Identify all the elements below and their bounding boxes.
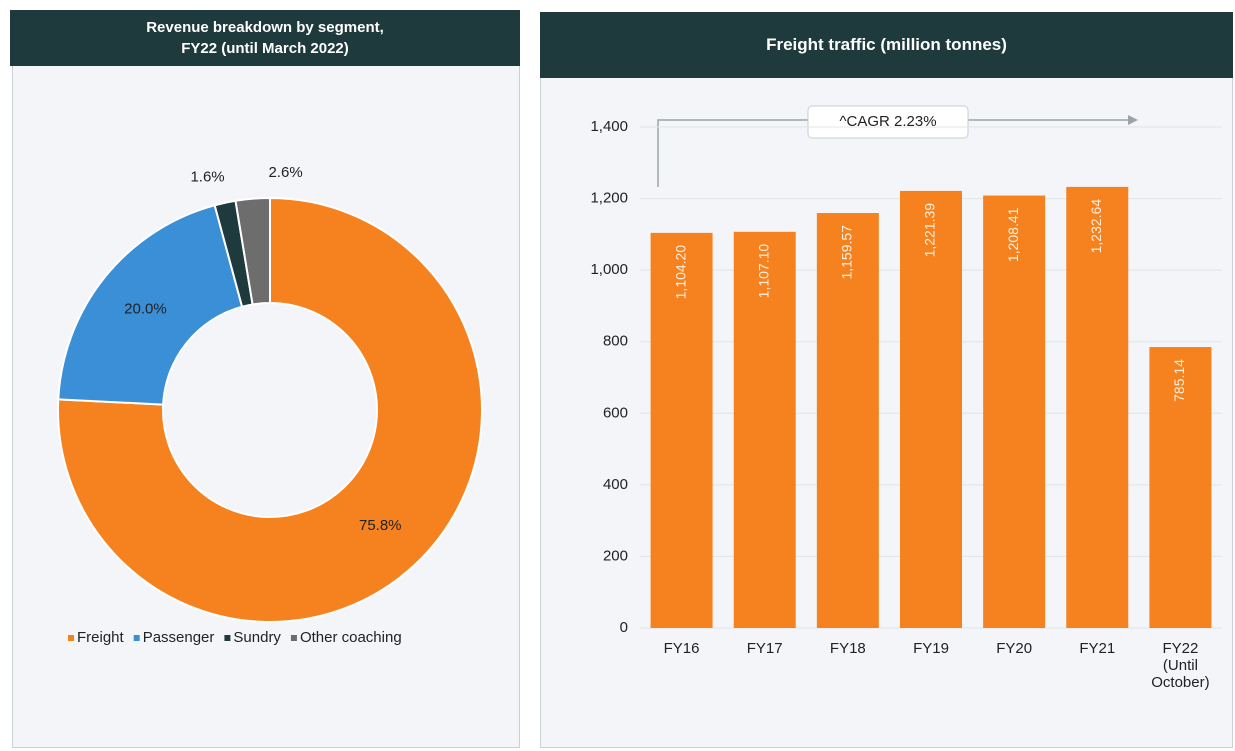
x-tick-label: FY22 (Until October)	[1151, 640, 1210, 691]
x-tick-wrap: FY16	[663, 640, 700, 657]
pie-slice	[57, 204, 244, 406]
legend-swatch	[290, 635, 297, 641]
x-tick-label: FY17	[746, 640, 783, 657]
data-label: 1.6%	[190, 168, 224, 185]
legend-label: Other coaching	[300, 629, 402, 646]
bar	[816, 213, 879, 628]
data-label: 785.14	[1171, 359, 1187, 402]
y-tick-label: 0	[620, 619, 628, 636]
legend-swatch	[68, 635, 74, 641]
x-tick-wrap: FY19	[913, 640, 949, 657]
legend-swatch	[133, 635, 140, 641]
data-label: 1,104.20	[672, 245, 688, 300]
bar	[1066, 186, 1129, 628]
bar	[1149, 347, 1212, 628]
x-tick-label: FY18	[829, 640, 866, 657]
data-label: 75.8%	[359, 517, 402, 534]
pie-slice	[234, 196, 271, 306]
x-tick-wrap: FY20	[996, 640, 1033, 657]
y-tick-label: 800	[603, 333, 628, 350]
bar-title: Freight traffic (million tonnes)	[540, 12, 1233, 78]
cagr-annotation: ^CAGR 2.23%	[657, 105, 1138, 187]
cagr-arrow	[1128, 115, 1138, 125]
y-tick-label: 1,000	[590, 261, 628, 278]
bar	[983, 195, 1046, 629]
legend-label: Freight	[77, 629, 125, 646]
legend-label: Passenger	[143, 629, 215, 646]
data-label: 1,232.64	[1088, 199, 1104, 254]
legend-label: Sundry	[233, 629, 281, 646]
x-tick-wrap: FY17	[746, 640, 783, 657]
bar	[900, 190, 962, 628]
x-tick-wrap: FY21	[1079, 640, 1116, 657]
data-label: 20.0%	[124, 301, 167, 318]
y-tick-label: 600	[603, 404, 628, 421]
data-label: 1,107.10	[755, 244, 771, 299]
pie-title: Revenue breakdown by segment, FY22 (unti…	[10, 10, 520, 66]
bar	[650, 232, 713, 629]
y-tick-label: 1,200	[590, 190, 628, 207]
x-tick-wrap: FY22 (Until October)	[1151, 640, 1210, 691]
cagr-line	[657, 119, 1130, 187]
y-tick-label: 200	[603, 547, 628, 564]
data-label: 1,159.57	[839, 225, 855, 280]
data-label: 1,208.41	[1005, 207, 1021, 262]
x-tick-wrap: FY18	[829, 640, 866, 657]
annotation: ^CAGR 2.23%	[839, 113, 936, 130]
x-tick-label: FY19	[913, 640, 949, 657]
x-tick-label: FY16	[663, 640, 700, 657]
cagr-box	[807, 105, 969, 139]
pie-slice	[57, 196, 483, 623]
x-tick-label: FY21	[1079, 640, 1116, 657]
bar	[733, 231, 796, 629]
y-tick-label: 400	[603, 476, 628, 493]
x-tick-label: FY20	[996, 640, 1033, 657]
legend-swatch	[224, 635, 231, 641]
data-label: 2.6%	[268, 164, 302, 181]
data-label: 1,221.39	[922, 203, 938, 258]
y-tick-label: 1,400	[590, 118, 628, 135]
